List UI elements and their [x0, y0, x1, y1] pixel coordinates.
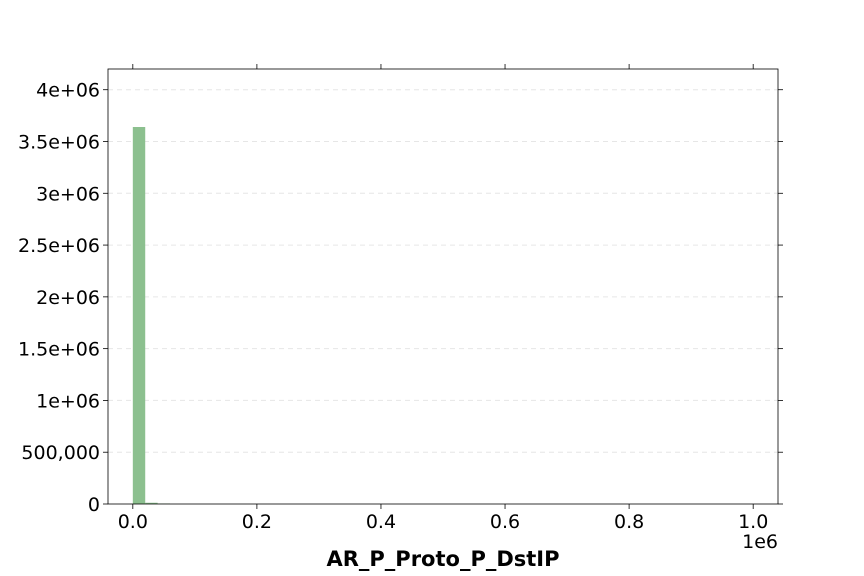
- y-tick-label: 1.5e+06: [18, 339, 100, 361]
- x-tick-label: 1.0: [738, 511, 768, 533]
- histogram-bar: [145, 502, 158, 504]
- y-tick-label: 3e+06: [36, 183, 100, 205]
- y-tick-label: 2e+06: [36, 287, 100, 309]
- y-axis: 0 500,000 1e+06 1.5e+06 2e+06 2.5e+06 3e+06 3.5…: [18, 80, 783, 516]
- gridlines: [108, 89, 778, 453]
- x-tick-label: 0.4: [366, 511, 396, 533]
- x-tick-label: 0.2: [242, 511, 272, 533]
- x-tick-label: 0.6: [490, 511, 520, 533]
- x-tick-label: 0.0: [118, 511, 148, 533]
- y-tick-label: 500,000: [21, 442, 100, 464]
- y-tick-label: 1e+06: [36, 390, 100, 412]
- x-axis-title: AR_P_Proto_P_DstIP: [326, 547, 559, 571]
- histogram-bar: [132, 127, 146, 504]
- y-tick-label: 4e+06: [36, 80, 100, 102]
- plot-background: [108, 69, 778, 504]
- plot-frame: [107, 68, 779, 505]
- x-axis: 0.0 0.2 0.4 0.6 0.8 1.0: [118, 64, 768, 533]
- x-tick-label: 0.8: [614, 511, 644, 533]
- y-tick-label: 3.5e+06: [18, 132, 100, 154]
- y-tick-label: 2.5e+06: [18, 235, 100, 257]
- y-tick-label: 0: [88, 494, 100, 516]
- x-axis-offset-label: 1e6: [742, 531, 778, 553]
